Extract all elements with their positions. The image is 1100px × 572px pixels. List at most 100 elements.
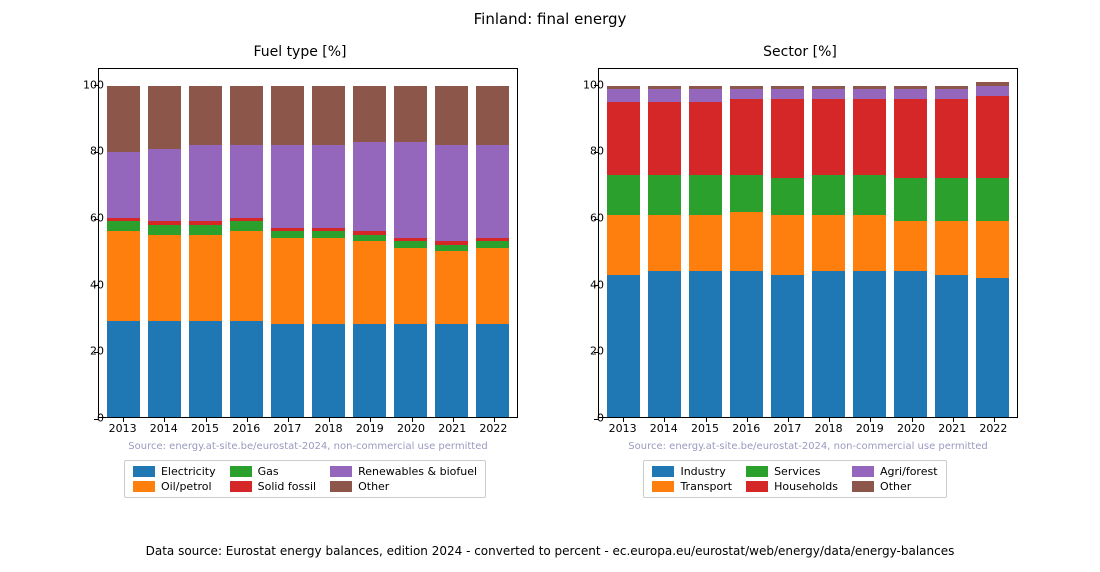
legend-label: Gas [258, 465, 279, 478]
bar-segment [935, 275, 968, 418]
x-tick-label: 2016 [730, 422, 763, 435]
panel-sector: Sector [%]020406080100201320142015201620… [570, 48, 1030, 448]
bar-segment [607, 275, 640, 418]
bar-segment [935, 89, 968, 99]
bar-segment [894, 271, 927, 417]
bar-segment [148, 321, 181, 417]
legend-swatch [330, 481, 352, 492]
bar-segment [607, 102, 640, 175]
plot-area [98, 68, 518, 418]
legend-item: Solid fossil [230, 480, 316, 493]
bar-segment [853, 99, 886, 175]
bar-segment [894, 178, 927, 221]
y-tick [94, 419, 99, 420]
legend-item: Other [330, 480, 477, 493]
panel-title: Sector [%] [570, 44, 1030, 60]
bar-segment [648, 175, 681, 215]
bar-segment [394, 86, 427, 142]
bar-segment [935, 221, 968, 274]
bar-segment [394, 324, 427, 417]
x-tick-label: 2020 [894, 422, 927, 435]
legend-label: Renewables & biofuel [358, 465, 477, 478]
legend-column: ElectricityOil/petrol [133, 465, 216, 493]
legend-column: Renewables & biofuel Other [330, 465, 477, 493]
legend-sector: IndustryTransportServicesHouseholdsAgri/… [550, 460, 1040, 498]
bar-column [976, 69, 1009, 417]
bar-segment [730, 99, 763, 175]
legend-box: IndustryTransportServicesHouseholdsAgri/… [643, 460, 946, 498]
legend-label: Households [774, 480, 838, 493]
legend-item: Oil/petrol [133, 480, 216, 493]
bar-segment [730, 271, 763, 417]
legend-label: Solid fossil [258, 480, 316, 493]
x-tick-label: 2015 [688, 422, 721, 435]
y-tick [594, 419, 599, 420]
bar-column [476, 69, 509, 417]
bar-segment [394, 241, 427, 248]
bar-segment [812, 175, 845, 215]
bar-segment [189, 86, 222, 146]
bar-segment [689, 102, 722, 175]
watermark: Source: energy.at-site.be/eurostat-2024,… [98, 441, 518, 452]
legend-swatch [330, 466, 352, 477]
bar-segment [148, 149, 181, 222]
bar-segment [312, 145, 345, 228]
bar-segment [607, 175, 640, 215]
legend-label: Industry [680, 465, 725, 478]
bar-segment [853, 271, 886, 417]
x-tick-label: 2022 [477, 422, 510, 435]
bar-segment [312, 86, 345, 146]
bar-segment [853, 89, 886, 99]
bar-segment [476, 324, 509, 417]
bar-segment [230, 231, 263, 320]
bar-segment [435, 245, 468, 252]
x-labels: 2013201420152016201720182019202020212022 [98, 422, 518, 435]
bar-segment [812, 271, 845, 417]
bar-segment [435, 324, 468, 417]
bar-column [230, 69, 263, 417]
x-tick-label: 2021 [936, 422, 969, 435]
legend-item: Households [746, 480, 838, 493]
x-tick-label: 2014 [147, 422, 180, 435]
x-tick-label: 2020 [394, 422, 427, 435]
bar-segment [107, 86, 140, 152]
legend-box: ElectricityOil/petrol Gas Solid fossil Rene… [124, 460, 486, 498]
bar-segment [107, 231, 140, 320]
bar-segment [730, 212, 763, 272]
bar-segment [230, 221, 263, 231]
legend-swatch [230, 481, 252, 492]
bar-segment [353, 235, 386, 242]
legend-swatch [852, 481, 874, 492]
bar-column [689, 69, 722, 417]
panel-title: Fuel type [%] [70, 44, 530, 60]
bar-segment [353, 324, 386, 417]
x-tick-label: 2017 [271, 422, 304, 435]
bar-segment [648, 271, 681, 417]
bar-column [435, 69, 468, 417]
bar-segment [476, 241, 509, 248]
bar-segment [648, 89, 681, 102]
bar-segment [148, 235, 181, 321]
legend-label: Services [774, 465, 820, 478]
bar-segment [771, 89, 804, 99]
x-tick-label: 2019 [353, 422, 386, 435]
bar-segment [894, 99, 927, 179]
bar-segment [648, 215, 681, 271]
bar-segment [935, 178, 968, 221]
bar-segment [189, 225, 222, 235]
legend-item: Services [746, 465, 838, 478]
bar-segment [976, 86, 1009, 96]
legend-swatch [746, 481, 768, 492]
legend-swatch [230, 466, 252, 477]
legend-swatch [652, 466, 674, 477]
bar-segment [148, 86, 181, 149]
x-tick-label: 2022 [977, 422, 1010, 435]
bar-segment [771, 99, 804, 179]
legend-swatch [133, 466, 155, 477]
bar-segment [353, 142, 386, 231]
legend-label: Transport [680, 480, 732, 493]
bar-column [107, 69, 140, 417]
bar-segment [812, 215, 845, 271]
bar-segment [689, 271, 722, 417]
watermark: Source: energy.at-site.be/eurostat-2024,… [598, 441, 1018, 452]
